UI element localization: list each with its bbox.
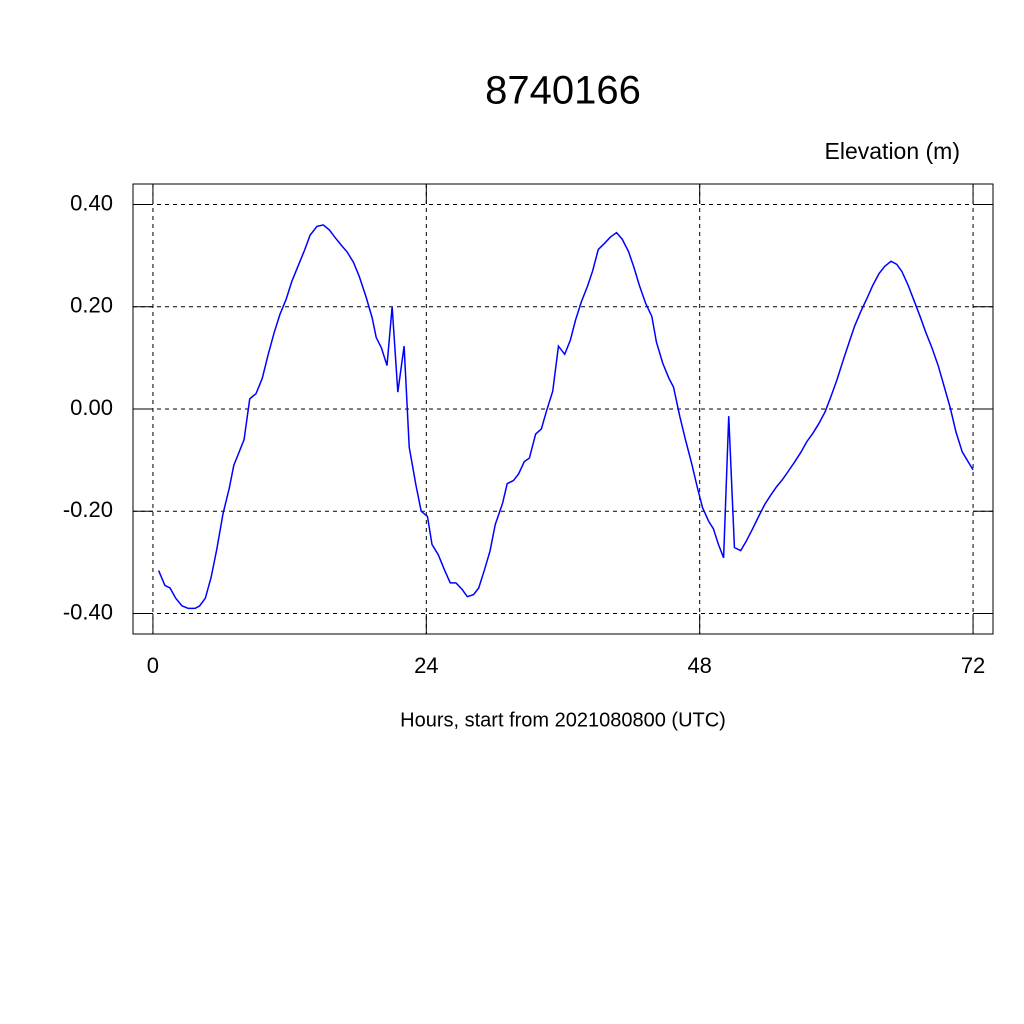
chart-title: 8740166 — [485, 69, 641, 113]
y-axis-label: Elevation (m) — [825, 138, 960, 164]
x-tick-label: 48 — [687, 653, 711, 678]
x-tick-label: 24 — [414, 653, 438, 678]
y-tick-label: 0.40 — [70, 190, 113, 215]
x-tick-label: 0 — [147, 653, 159, 678]
y-tick-label: -0.40 — [63, 599, 113, 624]
y-tick-label: 0.20 — [70, 293, 113, 318]
y-tick-label: -0.20 — [63, 497, 113, 522]
data-line — [157, 224, 974, 610]
x-tick-label: 72 — [961, 653, 985, 678]
y-tick-label: 0.00 — [70, 395, 113, 420]
x-axis-label: Hours, start from 2021080800 (UTC) — [400, 709, 726, 731]
plot-frame — [132, 183, 994, 635]
